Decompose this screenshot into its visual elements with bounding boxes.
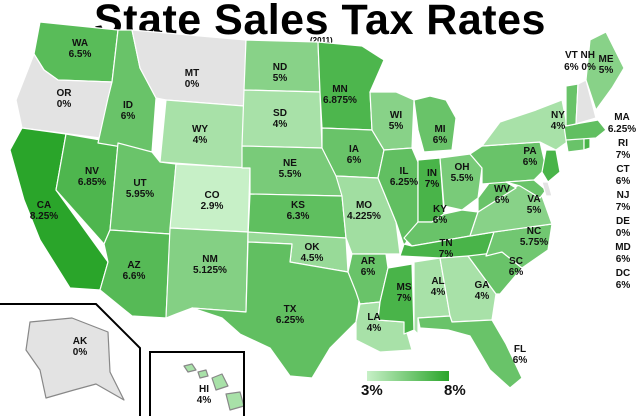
label-nj-abbr: NJ: [616, 190, 630, 201]
label-mo: MO 4.225%: [347, 200, 381, 222]
state-hi: [183, 363, 245, 411]
label-wa: WA 6.5%: [69, 38, 92, 60]
label-ks: KS 6.3%: [287, 200, 310, 222]
state-fl: [417, 315, 523, 389]
label-hi: HI 4%: [197, 384, 212, 406]
inset-borders: [0, 303, 245, 416]
state-ri: [583, 137, 591, 151]
label-wy: WY 4%: [192, 124, 208, 146]
label-nj-rate: 7%: [615, 202, 631, 213]
hawaii-inset-border: [149, 351, 245, 416]
label-tn: TN 7%: [439, 238, 454, 260]
label-ne: NE 5.5%: [279, 158, 302, 180]
label-ri: RI 7%: [610, 138, 636, 162]
label-ca: CA 8.25%: [30, 200, 58, 222]
label-ri-abbr: RI: [618, 138, 628, 149]
label-de-rate: 0%: [615, 228, 631, 239]
label-de-abbr: DE: [616, 216, 630, 227]
label-ut: UT 5.95%: [126, 178, 154, 200]
label-in: IN 7%: [425, 168, 440, 190]
label-dc-abbr: DC: [615, 268, 631, 279]
state-mi: [413, 95, 457, 153]
label-al: AL 4%: [431, 276, 446, 298]
legend-min-label: 3%: [361, 382, 383, 399]
label-me: ME 5%: [599, 54, 614, 76]
label-ma: MA 6.25%: [604, 112, 640, 136]
label-or: OR 0%: [57, 88, 73, 110]
label-ct-abbr: CT: [616, 164, 630, 175]
map-year: (2011): [310, 36, 333, 45]
label-ny: NY 4%: [551, 110, 566, 132]
label-dc: DC 6%: [610, 268, 636, 292]
label-dc-rate: 6%: [615, 280, 631, 291]
label-nm: NM 5.125%: [193, 254, 227, 276]
label-nv: NV 6.85%: [78, 166, 106, 188]
state-ma: [563, 119, 607, 141]
legend-color-bar: [367, 371, 449, 381]
label-md: MD 6%: [610, 242, 636, 266]
label-pa: PA 6%: [523, 146, 538, 168]
label-nc: NC 5.75%: [520, 226, 548, 248]
state-labels: WA 6.5% OR 0% CA 8.25% NV 6.85% ID 6% MT 0% WY…: [30, 38, 614, 406]
state-nh: [575, 79, 597, 125]
label-ky: KY 6%: [433, 204, 448, 226]
label-ct: CT 6%: [610, 164, 636, 188]
label-nd: ND 5%: [273, 62, 288, 84]
label-ar: AR 6%: [361, 256, 376, 278]
state-md: [505, 179, 547, 199]
alaska-inset-border: [0, 303, 141, 416]
label-ri-rate: 7%: [615, 150, 631, 161]
state-ak: [25, 317, 125, 401]
label-vt-nh: VT NH 6% 0%: [552, 50, 608, 74]
state-shapes: [9, 21, 625, 411]
label-ia: IA 6%: [347, 144, 362, 166]
label-ct-rate: 6%: [615, 176, 631, 187]
label-az: AZ 6.6%: [123, 260, 146, 282]
state-ms: [377, 263, 415, 335]
label-wi: WI 5%: [389, 110, 404, 132]
label-la: LA 4%: [367, 312, 382, 334]
label-co: CO 2.9%: [201, 190, 224, 212]
label-va: VA 5%: [527, 194, 542, 216]
label-vt-nh-abbr: VT NH: [565, 50, 595, 61]
label-mt: MT 0%: [185, 68, 200, 90]
label-ma-rate: 6.25%: [607, 124, 637, 135]
label-il: IL 6.25%: [390, 166, 418, 188]
legend-max-label: 8%: [444, 382, 466, 399]
label-md-rate: 6%: [615, 254, 631, 265]
state-me: [585, 31, 625, 111]
label-ga: GA 4%: [475, 280, 490, 302]
label-id: ID 6%: [121, 100, 136, 122]
label-ms: MS 7%: [397, 282, 412, 304]
label-sc: SC 6%: [509, 256, 524, 278]
label-fl: FL 6%: [513, 344, 528, 366]
label-mi: MI 6%: [433, 124, 448, 146]
label-vt-nh-rates: 6% 0%: [564, 62, 596, 73]
label-ma-abbr: MA: [614, 112, 630, 123]
label-de: DE 0%: [610, 216, 636, 240]
label-tx: TX 6.25%: [276, 304, 304, 326]
state-de: [541, 181, 553, 197]
state-tx: [191, 241, 361, 379]
label-oh: OH 5.5%: [451, 162, 474, 184]
label-mn: MN 6.875%: [323, 84, 357, 106]
label-sd: SD 4%: [273, 108, 288, 130]
label-wv: WV 6%: [494, 184, 510, 206]
label-ak: AK 0%: [73, 336, 88, 358]
state-nj: [541, 149, 561, 183]
label-md-abbr: MD: [615, 242, 631, 253]
label-ok: OK 4.5%: [301, 242, 324, 264]
label-nj: NJ 7%: [610, 190, 636, 214]
